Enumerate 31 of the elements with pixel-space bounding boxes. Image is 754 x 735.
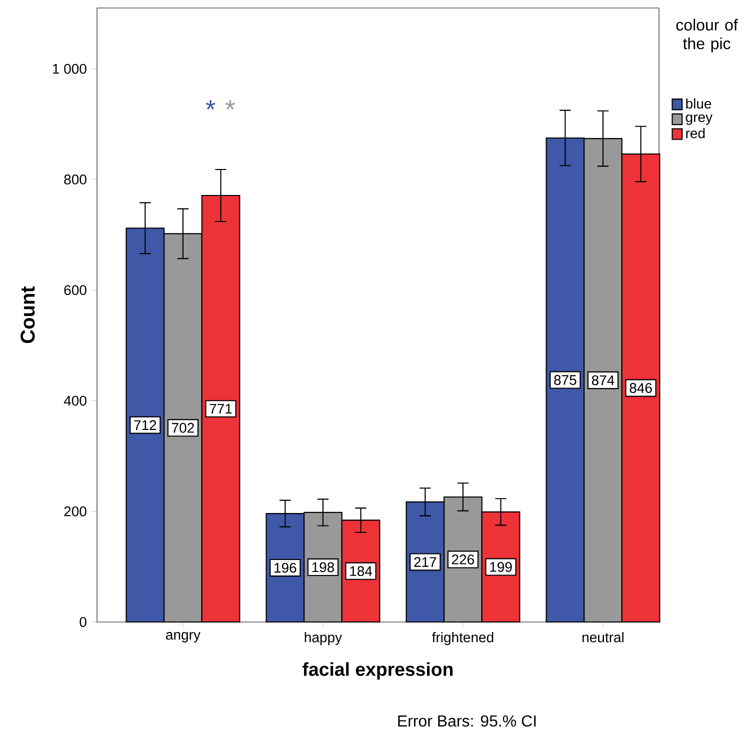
data-label: 196 — [274, 562, 296, 573]
data-label: 712 — [134, 420, 156, 430]
x-tick-label: frightened — [432, 632, 494, 646]
y-axis-title: Count — [20, 286, 35, 344]
data-label: 199 — [490, 562, 512, 572]
text: Error Bars: 95.% CI — [398, 715, 536, 727]
legend-title: colour of the pic — [676, 18, 738, 52]
x-tick-label: angry — [166, 632, 200, 642]
data-label: 702 — [172, 422, 194, 433]
y-tick-label: 0 — [80, 617, 86, 627]
data-label: 846 — [630, 383, 652, 393]
data-label: 771 — [210, 404, 232, 414]
legend-label: red — [686, 128, 705, 138]
data-label: 226 — [452, 554, 474, 564]
x-axis-title: facial expression — [302, 662, 453, 680]
annotation: * — [206, 100, 216, 110]
data-label: 217 — [414, 557, 436, 567]
annotation: * — [225, 100, 235, 110]
legend-label: blue — [686, 98, 712, 109]
data-label: 184 — [350, 566, 372, 576]
data-label: 198 — [312, 562, 334, 572]
data-label: 874 — [592, 375, 614, 386]
y-tick-label: 200 — [64, 506, 86, 516]
y-tick-label: 800 — [64, 174, 86, 184]
y-tick-label: 400 — [64, 396, 86, 406]
y-tick-label: 1 000 — [52, 64, 86, 74]
data-label: 875 — [554, 375, 576, 385]
x-tick-label: neutral — [582, 632, 624, 642]
legend-label: grey — [686, 114, 712, 125]
y-tick-label: 600 — [64, 285, 86, 296]
x-tick-label: happy — [304, 632, 342, 646]
